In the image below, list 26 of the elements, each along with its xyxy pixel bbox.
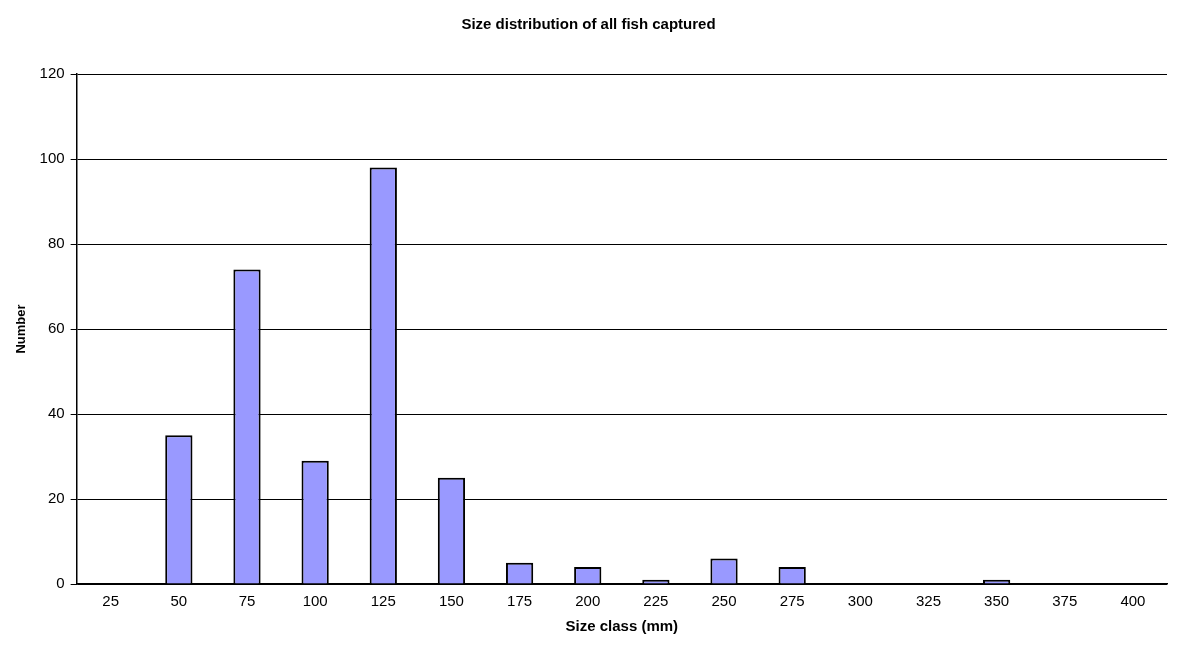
x-axis-title: Size class (mm) [565,617,679,635]
y-tick-label: 100 [39,149,65,167]
y-tick-label: 40 [47,404,65,422]
x-tick-label: 275 [779,592,805,610]
y-tick-label: 20 [47,489,65,507]
chart-title: Size distribution of all fish captured [461,15,716,33]
x-tick-label: 300 [847,592,873,610]
y-tick-label: 80 [47,234,65,252]
x-tick-label: 50 [170,592,188,610]
x-tick-label: 100 [302,592,328,610]
x-tick-label: 350 [984,592,1010,610]
x-tick-label: 125 [370,592,396,610]
y-axis-title: Number [13,304,29,354]
x-tick-label: 225 [643,592,669,610]
x-tick-label: 400 [1120,592,1146,610]
x-tick-label: 175 [507,592,533,610]
x-tick-label: 200 [575,592,601,610]
x-tick-label: 25 [102,592,120,610]
y-tick-label: 60 [47,319,65,337]
x-tick-label: 375 [1052,592,1078,610]
x-tick-label: 325 [915,592,941,610]
x-tick-label: 250 [711,592,737,610]
y-tick-label: 120 [39,64,65,82]
x-tick-label: 75 [238,592,256,610]
x-tick-label: 150 [438,592,464,610]
y-tick-label: 0 [56,574,65,592]
